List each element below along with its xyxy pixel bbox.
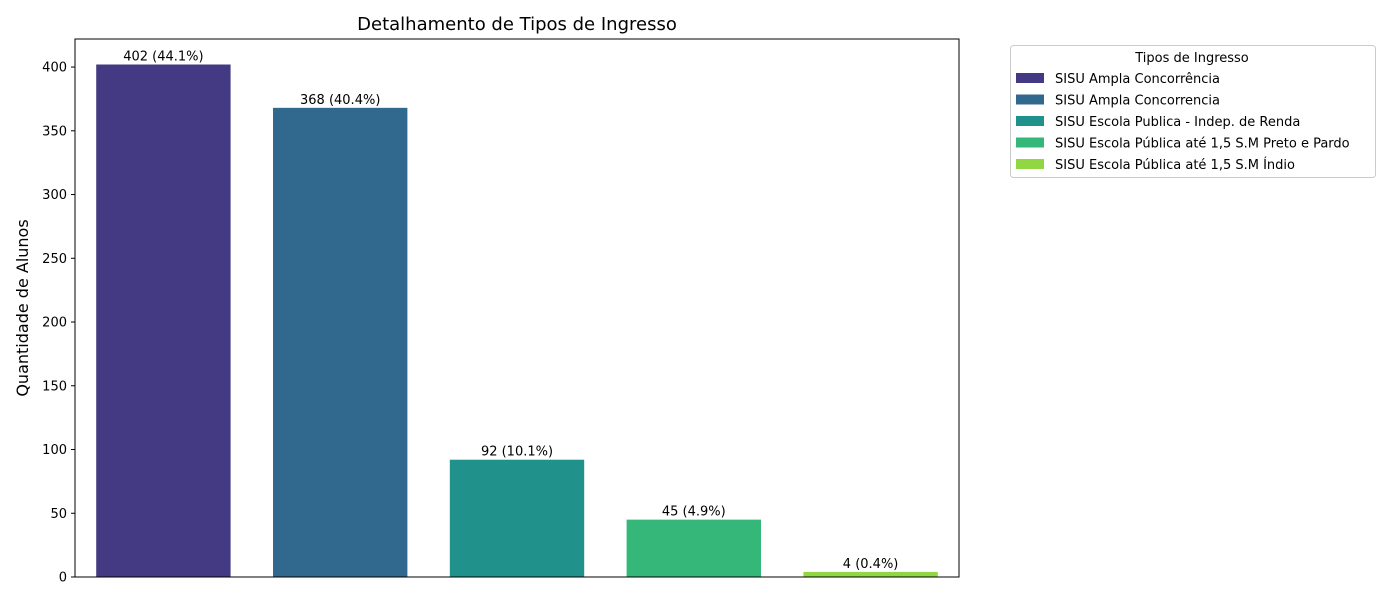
y-tick-label: 400 — [42, 61, 67, 76]
legend-label-3: SISU Escola Publica - Indep. de Renda — [1055, 115, 1300, 130]
legend-items: SISU Ampla Concorrência SISU Ampla Concor… — [1016, 72, 1350, 173]
legend-swatch-2 — [1016, 94, 1044, 105]
y-tick-label: 350 — [42, 124, 67, 139]
bars-layer: 402 (44.1%) 368 (40.4%) 92 (10.1%) 45 (4.9%… — [96, 50, 938, 577]
y-axis-ticks: 0 50 100 150 200 250 300 350 400 — [42, 61, 75, 586]
bar-4 — [626, 519, 761, 577]
bar-value-label-1: 402 (44.1%) — [123, 50, 203, 65]
bar-5 — [803, 571, 938, 577]
legend-swatch-1 — [1016, 73, 1044, 83]
legend-title: Tipos de Ingresso — [1134, 51, 1249, 66]
y-tick-label: 300 — [42, 188, 67, 203]
y-axis-label: Quantidade de Alunos — [13, 219, 32, 396]
legend-label-5: SISU Escola Pública até 1,5 S.M Índio — [1055, 157, 1295, 173]
bar-1 — [96, 64, 231, 577]
chart-title: Detalhamento de Tipos de Ingresso — [357, 14, 677, 35]
y-tick-label: 250 — [42, 252, 67, 267]
bar-3 — [449, 459, 585, 577]
legend-label-2: SISU Ampla Concorrencia — [1055, 94, 1220, 109]
plot-frame — [74, 38, 960, 578]
bar-value-label-2: 368 (40.4%) — [300, 93, 380, 108]
bar-2 — [273, 107, 408, 577]
legend-swatch-4 — [1016, 137, 1044, 148]
y-tick-label: 0 — [59, 571, 67, 586]
legend: Tipos de Ingresso SISU Ampla Concorrênci… — [1010, 45, 1376, 178]
legend-label-4: SISU Escola Pública até 1,5 S.M Preto e … — [1055, 137, 1350, 152]
y-tick-label: 150 — [42, 379, 67, 394]
legend-swatch-3 — [1016, 116, 1044, 126]
bar-value-label-5: 4 (0.4%) — [843, 557, 899, 572]
legend-frame — [1010, 45, 1376, 178]
y-tick-label: 50 — [50, 507, 67, 522]
legend-swatch-5 — [1016, 159, 1044, 169]
bar-value-label-4: 45 (4.9%) — [662, 505, 726, 520]
legend-label-1: SISU Ampla Concorrência — [1055, 72, 1220, 87]
y-tick-label: 100 — [42, 443, 67, 458]
bar-value-label-3: 92 (10.1%) — [481, 445, 553, 460]
y-tick-label: 200 — [42, 316, 67, 331]
